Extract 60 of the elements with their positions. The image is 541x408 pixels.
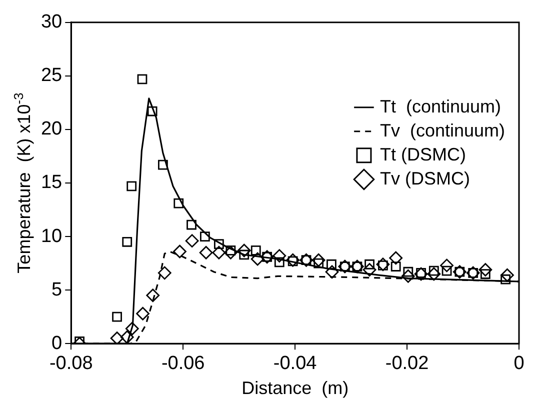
point [401,269,415,283]
point [427,267,441,281]
y-tick-label: 15 [40,172,62,194]
point [158,266,172,280]
y-axis-title: Temperature (K) x10-3 [11,92,34,274]
point [110,332,124,344]
point [362,263,376,276]
x-tick-label: -0.04 [273,353,318,374]
point [120,330,134,344]
point [158,160,168,170]
point [174,198,184,208]
x-tick-label: -0.06 [161,353,205,374]
y-tick-label: 5 [52,279,62,300]
y-tick-label: 10 [40,226,62,247]
point [414,267,428,281]
point [500,268,514,282]
point [200,232,210,242]
point [237,244,251,258]
y-tick-label: 25 [40,65,62,86]
point [274,257,284,268]
point [224,246,238,260]
point [250,252,264,266]
point [186,220,196,230]
point [112,312,122,322]
point [126,181,137,192]
point [325,265,339,279]
x-tick-label: -0.08 [49,353,93,374]
point [122,236,132,247]
point [326,259,336,270]
point [314,258,324,268]
point [250,246,261,256]
legend-label: Tv (DSMC) [380,168,470,188]
point [146,288,160,302]
point [286,253,300,267]
point [137,74,148,84]
y-tick-label: 30 [40,12,62,33]
point [390,262,401,272]
point [136,306,150,320]
x-tick-label: -0.02 [385,353,429,374]
point [312,253,326,267]
point [125,322,139,336]
point [212,246,226,260]
point [478,263,492,276]
x-axis-title: Distance (m) [242,378,349,398]
y-tick-label: 20 [40,118,62,140]
point [199,246,213,260]
point [376,258,390,272]
x-tick-label: 0 [514,353,524,374]
point [214,239,224,249]
point [440,258,454,272]
legend-label: Tt (DSMC) [380,144,466,164]
point [364,259,374,270]
point [147,106,158,116]
legend-label: Tv (continuum) [380,120,506,140]
point [173,244,186,258]
point [389,251,403,265]
point [185,234,199,248]
legend-label: Tt (continuum) [380,96,502,116]
y-tick-label: 0 [52,332,62,354]
point [272,249,286,263]
